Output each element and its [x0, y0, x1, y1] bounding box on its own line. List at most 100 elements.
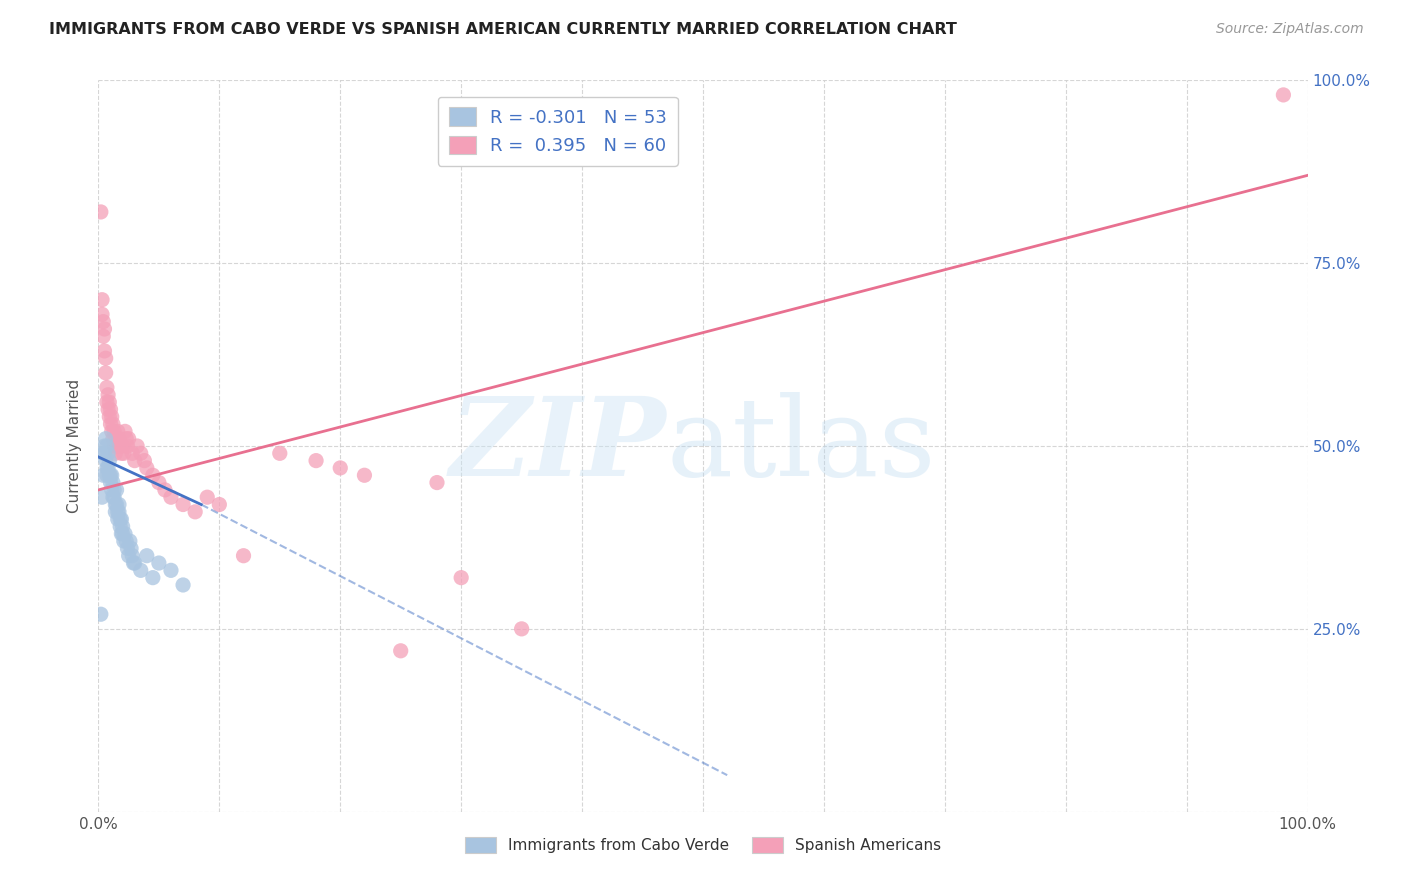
Point: [195, 490, 218, 504]
Point: [97, 402, 120, 417]
Point: [94, 366, 117, 380]
Point: [108, 519, 131, 533]
Point: [91, 293, 114, 307]
Point: [103, 439, 125, 453]
Point: [450, 571, 472, 585]
Point: [100, 409, 122, 424]
Point: [104, 505, 127, 519]
Point: [112, 446, 135, 460]
Point: [127, 439, 149, 453]
Point: [111, 439, 134, 453]
Point: [305, 453, 328, 467]
Point: [115, 534, 138, 549]
Text: atlas: atlas: [666, 392, 936, 500]
Point: [111, 519, 134, 533]
Point: [134, 453, 156, 467]
Point: [121, 549, 143, 563]
Point: [108, 505, 131, 519]
Point: [122, 556, 145, 570]
Point: [117, 439, 139, 453]
Point: [90, 607, 112, 622]
Point: [353, 468, 375, 483]
Point: [91, 468, 114, 483]
Text: IMMIGRANTS FROM CABO VERDE VS SPANISH AMERICAN CURRENTLY MARRIED CORRELATION CHA: IMMIGRANTS FROM CABO VERDE VS SPANISH AM…: [49, 22, 957, 37]
Point: [91, 329, 114, 343]
Point: [104, 432, 127, 446]
Point: [120, 541, 142, 556]
Point: [142, 468, 165, 483]
Point: [96, 439, 118, 453]
Point: [94, 432, 117, 446]
Point: [97, 388, 120, 402]
Point: [96, 380, 118, 394]
Point: [129, 446, 152, 460]
Text: ZIP: ZIP: [450, 392, 666, 500]
Point: [101, 490, 124, 504]
Point: [208, 498, 231, 512]
Point: [103, 425, 125, 439]
Point: [114, 425, 136, 439]
Point: [101, 417, 124, 431]
Point: [100, 402, 122, 417]
Point: [93, 439, 115, 453]
Point: [100, 425, 122, 439]
Point: [172, 578, 194, 592]
Point: [118, 432, 141, 446]
Point: [93, 322, 115, 336]
Point: [98, 395, 121, 409]
Point: [108, 512, 131, 526]
Point: [108, 432, 131, 446]
Point: [98, 468, 121, 483]
Point: [329, 461, 352, 475]
Point: [184, 505, 207, 519]
Point: [101, 432, 124, 446]
Text: Source: ZipAtlas.com: Source: ZipAtlas.com: [1216, 22, 1364, 37]
Point: [1272, 87, 1295, 102]
Point: [108, 498, 131, 512]
Point: [100, 475, 122, 490]
Point: [93, 446, 115, 460]
Point: [97, 446, 120, 460]
Point: [91, 490, 114, 504]
Point: [107, 512, 129, 526]
Point: [94, 351, 117, 366]
Point: [94, 453, 117, 467]
Y-axis label: Currently Married: Currently Married: [67, 379, 83, 513]
Point: [160, 563, 183, 577]
Point: [93, 343, 115, 358]
Point: [124, 556, 146, 570]
Point: [172, 498, 194, 512]
Point: [107, 505, 129, 519]
Point: [97, 461, 120, 475]
Point: [96, 468, 118, 483]
Point: [121, 446, 143, 460]
Point: [110, 512, 132, 526]
Point: [135, 461, 157, 475]
Point: [153, 483, 176, 497]
Point: [269, 446, 291, 460]
Point: [118, 534, 141, 549]
Point: [108, 439, 131, 453]
Point: [148, 475, 170, 490]
Point: [105, 483, 128, 497]
Point: [104, 446, 127, 460]
Point: [91, 315, 114, 329]
Point: [91, 307, 114, 321]
Point: [510, 622, 533, 636]
Point: [135, 549, 157, 563]
Point: [98, 453, 121, 467]
Point: [100, 468, 122, 483]
Point: [111, 526, 134, 541]
Point: [426, 475, 449, 490]
Point: [105, 498, 128, 512]
Legend: Immigrants from Cabo Verde, Spanish Americans: Immigrants from Cabo Verde, Spanish Amer…: [458, 830, 948, 859]
Point: [90, 205, 112, 219]
Point: [96, 395, 118, 409]
Point: [98, 409, 121, 424]
Point: [107, 425, 129, 439]
Point: [160, 490, 183, 504]
Point: [142, 571, 165, 585]
Point: [117, 541, 139, 556]
Point: [129, 563, 152, 577]
Point: [110, 446, 132, 460]
